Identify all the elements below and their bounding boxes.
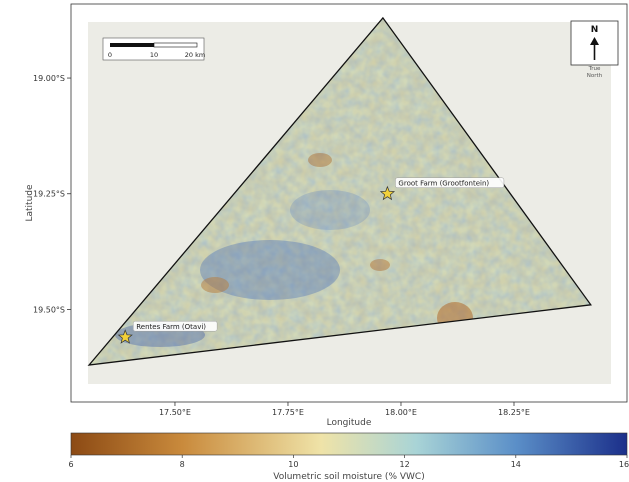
colorbar-tick-label: 16 xyxy=(619,460,629,469)
y-tick-label: 19.00°S xyxy=(33,74,65,83)
colorbar-tick-label: 14 xyxy=(511,460,521,469)
x-tick-label: 18.25°E xyxy=(498,408,530,417)
colorbar xyxy=(70,432,628,456)
site-markers: Groot Farm (Grootfontein) Rentes Farm (Ot… xyxy=(117,177,505,344)
scale-bar-white-segment xyxy=(153,42,198,48)
y-axis-ticks: 19.00°S 19.25°S 19.50°S xyxy=(33,74,71,314)
colorbar-tick-label: 6 xyxy=(68,460,73,469)
site-label: Groot Farm (Grootfontein) xyxy=(398,180,489,188)
scale-label-0: 0 xyxy=(108,51,112,59)
study-region-outline xyxy=(87,16,592,366)
x-tick-label: 17.50°E xyxy=(159,408,191,417)
site-star-icon[interactable] xyxy=(379,185,396,201)
colorbar-ticks: 6 8 10 12 14 16 xyxy=(68,455,629,469)
x-tick-label: 18.00°E xyxy=(385,408,417,417)
y-axis-title: Latitude xyxy=(25,184,35,222)
site-label-box xyxy=(132,320,218,332)
x-axis-ticks: 17.50°E 17.75°E 18.00°E 18.25°E xyxy=(159,402,530,417)
colorbar-tick-label: 10 xyxy=(288,460,298,469)
north-arrow: N True North xyxy=(570,20,619,79)
site-label: Rentes Farm (Otavi) xyxy=(136,323,206,331)
scale-label-10: 10 xyxy=(150,51,158,59)
north-letter: N xyxy=(591,25,599,35)
scale-bar-black-segment xyxy=(110,43,154,47)
scale-label-20: 20 km xyxy=(185,51,205,59)
y-tick-label: 19.50°S xyxy=(33,305,65,314)
site-label-box xyxy=(395,177,505,188)
site-star-icon[interactable] xyxy=(117,329,133,344)
colorbar-tick-label: 12 xyxy=(400,460,410,469)
y-tick-label: 19.25°S xyxy=(33,190,65,199)
scale-bar: 0 10 20 km xyxy=(102,37,205,61)
north-arrowhead-icon xyxy=(590,37,599,45)
x-axis-title: Longitude xyxy=(327,418,372,428)
x-tick-label: 17.75°E xyxy=(272,408,304,417)
colorbar-tick-label: 8 xyxy=(180,460,185,469)
north-caption-line2: North xyxy=(587,73,603,79)
north-caption-line1: True xyxy=(588,66,601,72)
colorbar-title: Volumetric soil moisture (% VWC) xyxy=(273,472,424,482)
